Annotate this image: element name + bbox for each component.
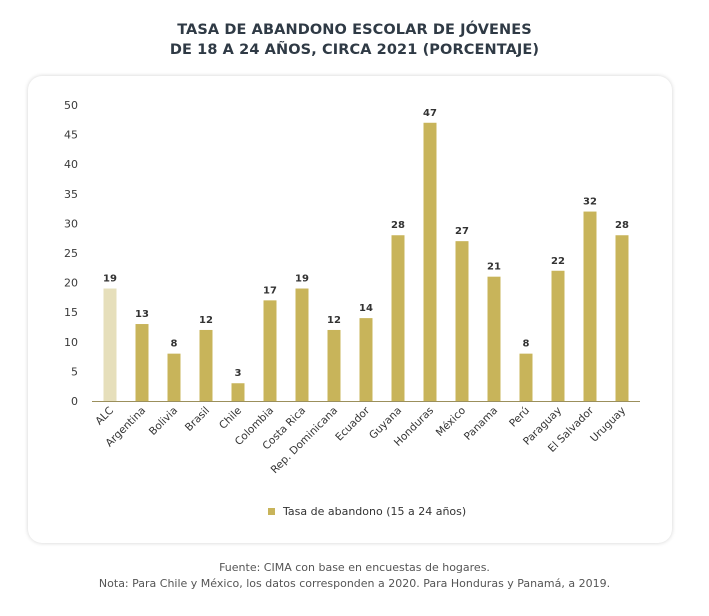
value-label: 22 xyxy=(551,256,565,267)
value-label: 12 xyxy=(199,315,213,326)
legend: Tasa de abandono (15 a 24 años) xyxy=(268,505,466,518)
x-tick-label: ALC xyxy=(93,405,116,428)
value-label: 28 xyxy=(391,220,405,231)
chart-card xyxy=(28,76,672,543)
value-label: 27 xyxy=(455,226,469,237)
bars xyxy=(103,122,629,401)
x-tick-label: Chile xyxy=(217,405,244,432)
y-tick-label: 25 xyxy=(64,247,78,260)
bar-el-salvador xyxy=(583,211,597,401)
legend-swatch xyxy=(268,508,275,515)
x-tick-label: Uruguay xyxy=(588,405,628,445)
bar-costa-rica xyxy=(295,288,309,401)
y-tick-label: 5 xyxy=(71,365,78,378)
y-tick-label: 20 xyxy=(64,277,78,290)
y-tick-label: 10 xyxy=(64,336,78,349)
value-label: 14 xyxy=(359,303,373,314)
y-tick-label: 50 xyxy=(64,99,78,112)
value-label: 13 xyxy=(135,309,149,320)
value-label: 17 xyxy=(263,285,277,296)
chart-title-line-2: DE 18 A 24 AÑOS, CIRCA 2021 (PORCENTAJE) xyxy=(169,42,540,58)
y-tick-label: 40 xyxy=(64,158,78,171)
value-label: 28 xyxy=(615,220,629,231)
y-axis: 0 5 10 15 20 25 30 35 40 45 50 xyxy=(64,99,78,408)
value-label: 12 xyxy=(327,315,341,326)
y-tick-label: 35 xyxy=(64,188,78,201)
bar-per- xyxy=(519,353,533,401)
value-label: 19 xyxy=(103,274,117,285)
legend-label: Tasa de abandono (15 a 24 años) xyxy=(283,505,467,518)
x-tick-label: Ecuador xyxy=(333,404,372,443)
value-label: 47 xyxy=(423,108,437,119)
bar-uruguay xyxy=(615,235,629,401)
chart-title: TASA DE ABANDONO ESCOLAR DE JÓVENES DE 1… xyxy=(0,20,709,60)
value-label: 21 xyxy=(487,262,501,273)
y-tick-label: 0 xyxy=(71,395,78,408)
value-label: 8 xyxy=(523,339,530,350)
bar-honduras xyxy=(423,122,437,401)
bar-rep-dominicana xyxy=(327,329,341,401)
source-note: Fuente: CIMA con base en encuestas de ho… xyxy=(219,561,490,574)
x-tick-label: Bolivia xyxy=(147,405,180,438)
chart-title-line-1: TASA DE ABANDONO ESCOLAR DE JÓVENES xyxy=(177,22,532,38)
value-label: 32 xyxy=(583,197,597,208)
bar-bolivia xyxy=(167,353,181,401)
bar-guyana xyxy=(391,235,405,401)
x-tick-label: Panama xyxy=(462,405,500,443)
value-label: 19 xyxy=(295,274,309,285)
y-tick-label: 30 xyxy=(64,217,78,230)
bar-m-xico xyxy=(455,241,469,401)
y-tick-label: 45 xyxy=(64,129,78,142)
bar-chile xyxy=(231,383,245,401)
bar-brasil xyxy=(199,329,213,401)
x-tick-label: Perú xyxy=(507,405,532,430)
bar-argentina xyxy=(135,324,149,401)
value-labels: 19 13 8 12 3 17 19 12 14 28 47 27 21 8 22 32 28 xyxy=(103,108,629,379)
value-label: 3 xyxy=(235,368,242,379)
x-tick-label: Brasil xyxy=(183,405,212,434)
bar-colombia xyxy=(263,300,277,401)
bar-ecuador xyxy=(359,318,373,401)
value-label: 8 xyxy=(171,339,178,350)
y-tick-label: 15 xyxy=(64,306,78,319)
footnote: Nota: Para Chile y México, los datos cor… xyxy=(98,577,611,590)
bar-alc xyxy=(103,288,117,401)
bar-paraguay xyxy=(551,270,565,401)
bar-panama xyxy=(487,276,501,401)
